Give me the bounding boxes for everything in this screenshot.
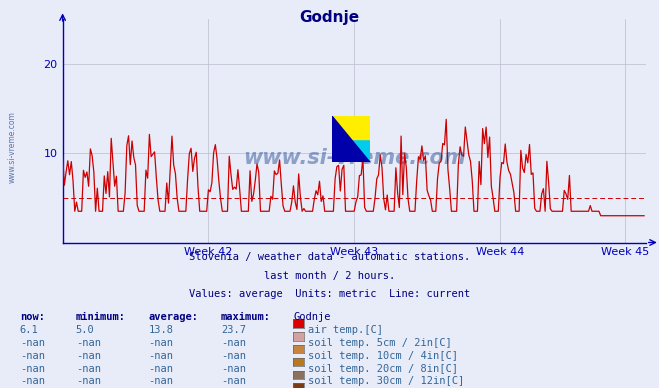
Text: now:: now: — [20, 312, 45, 322]
Text: average:: average: — [148, 312, 198, 322]
Text: -nan: -nan — [148, 351, 173, 361]
Text: minimum:: minimum: — [76, 312, 126, 322]
Text: air temp.[C]: air temp.[C] — [308, 325, 383, 335]
Polygon shape — [331, 116, 370, 162]
Text: -nan: -nan — [221, 376, 246, 386]
Text: www.si-vreme.com: www.si-vreme.com — [243, 148, 465, 168]
Text: -nan: -nan — [221, 364, 246, 374]
Text: Godnje: Godnje — [293, 312, 331, 322]
Text: -nan: -nan — [76, 364, 101, 374]
Text: 23.7: 23.7 — [221, 325, 246, 335]
Text: -nan: -nan — [20, 364, 45, 374]
Text: -nan: -nan — [148, 376, 173, 386]
Text: 6.1: 6.1 — [20, 325, 38, 335]
Text: -nan: -nan — [76, 376, 101, 386]
Text: www.si-vreme.com: www.si-vreme.com — [8, 111, 17, 184]
Text: last month / 2 hours.: last month / 2 hours. — [264, 271, 395, 281]
Text: -nan: -nan — [76, 338, 101, 348]
Text: maximum:: maximum: — [221, 312, 271, 322]
Text: -nan: -nan — [20, 376, 45, 386]
Text: soil temp. 20cm / 8in[C]: soil temp. 20cm / 8in[C] — [308, 364, 458, 374]
Text: -nan: -nan — [221, 351, 246, 361]
Polygon shape — [331, 116, 370, 139]
Text: Values: average  Units: metric  Line: current: Values: average Units: metric Line: curr… — [189, 289, 470, 300]
Text: 13.8: 13.8 — [148, 325, 173, 335]
Text: soil temp. 10cm / 4in[C]: soil temp. 10cm / 4in[C] — [308, 351, 458, 361]
Polygon shape — [331, 116, 370, 162]
Text: Slovenia / weather data - automatic stations.: Slovenia / weather data - automatic stat… — [189, 252, 470, 262]
Text: Godnje: Godnje — [299, 10, 360, 25]
Text: 5.0: 5.0 — [76, 325, 94, 335]
Text: -nan: -nan — [20, 338, 45, 348]
Text: -nan: -nan — [76, 351, 101, 361]
Text: soil temp. 5cm / 2in[C]: soil temp. 5cm / 2in[C] — [308, 338, 451, 348]
Text: soil temp. 30cm / 12in[C]: soil temp. 30cm / 12in[C] — [308, 376, 464, 386]
Text: -nan: -nan — [221, 338, 246, 348]
Text: -nan: -nan — [20, 351, 45, 361]
Text: -nan: -nan — [148, 364, 173, 374]
Text: -nan: -nan — [148, 338, 173, 348]
